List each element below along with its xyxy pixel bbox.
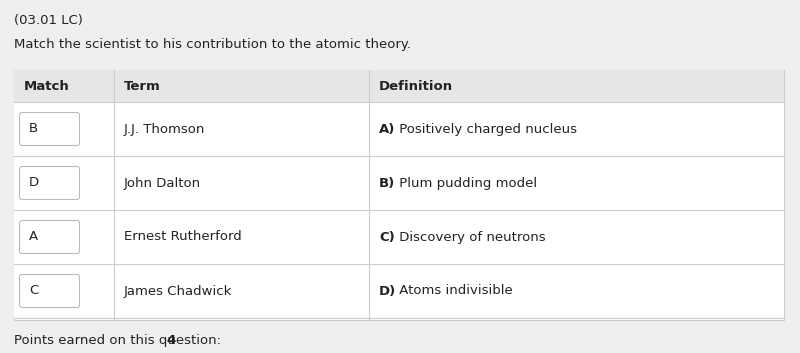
Text: Plum pudding model: Plum pudding model	[395, 176, 537, 190]
Text: 4: 4	[166, 334, 175, 347]
Text: Atoms indivisible: Atoms indivisible	[395, 285, 513, 298]
Text: D: D	[29, 176, 39, 190]
Text: D): D)	[379, 285, 396, 298]
Text: Definition: Definition	[379, 79, 453, 92]
Bar	[14, 70, 784, 320]
Text: (03.01 LC): (03.01 LC)	[14, 14, 83, 27]
Text: C): C)	[379, 231, 394, 244]
Text: Ernest Rutherford: Ernest Rutherford	[124, 231, 242, 244]
Text: James Chadwick: James Chadwick	[124, 285, 232, 298]
Bar	[14, 70, 784, 102]
Bar	[14, 210, 784, 264]
Text: John Dalton: John Dalton	[124, 176, 201, 190]
FancyBboxPatch shape	[19, 167, 79, 199]
Bar	[14, 264, 784, 318]
Text: Match: Match	[24, 79, 70, 92]
FancyBboxPatch shape	[19, 275, 79, 307]
Text: Match the scientist to his contribution to the atomic theory.: Match the scientist to his contribution …	[14, 38, 411, 51]
Text: A): A)	[379, 122, 395, 136]
Bar	[14, 102, 784, 156]
Bar	[14, 156, 784, 210]
FancyBboxPatch shape	[19, 113, 79, 145]
Text: Positively charged nucleus: Positively charged nucleus	[395, 122, 577, 136]
Text: C: C	[29, 285, 38, 298]
Text: B): B)	[379, 176, 395, 190]
Text: Discovery of neutrons: Discovery of neutrons	[395, 231, 546, 244]
FancyBboxPatch shape	[19, 221, 79, 253]
Text: A: A	[29, 231, 38, 244]
Text: J.J. Thomson: J.J. Thomson	[124, 122, 206, 136]
Text: Term: Term	[124, 79, 161, 92]
Text: B: B	[29, 122, 38, 136]
Text: Points earned on this question:: Points earned on this question:	[14, 334, 226, 347]
